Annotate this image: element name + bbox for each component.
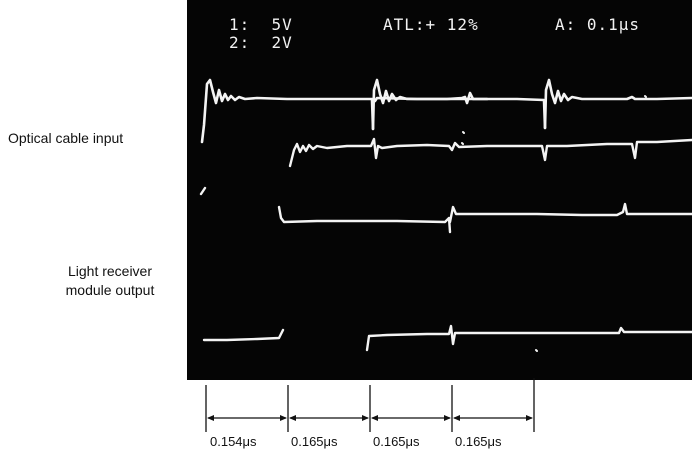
- trigger-level-readout: ATL:+ 12%: [383, 15, 479, 34]
- optical-trace-1-pulse-3: [543, 78, 692, 130]
- arrowhead: [207, 415, 214, 421]
- light-receiver-label-line1: Light receiver: [67, 263, 153, 279]
- optical-cable-input-label: Optical cable input: [8, 130, 124, 146]
- waveform-traces: [199, 78, 692, 352]
- arrowhead: [444, 415, 451, 421]
- timebase-readout: A: 0.1μs: [555, 15, 641, 34]
- receiver-trace-1: [199, 186, 692, 234]
- oscilloscope-screen: 1: 5V 2: 2V ATL:+ 12% A: 0.1μs: [187, 0, 692, 380]
- trace-dot: [461, 95, 647, 352]
- arrowhead: [526, 415, 533, 421]
- channel-1-scale: 1: 5V: [229, 15, 293, 34]
- interval-label-4: 0.165μs: [455, 434, 502, 449]
- interval-label-1: 0.154μs: [210, 434, 257, 449]
- arrowhead: [362, 415, 369, 421]
- light-receiver-output-label: Light receiver module output: [30, 262, 190, 300]
- interval-label-2: 0.165μs: [291, 434, 338, 449]
- light-receiver-label-line2: module output: [65, 282, 155, 298]
- arrowhead: [371, 415, 378, 421]
- arrowhead: [289, 415, 296, 421]
- channel-2-scale: 2: 2V: [229, 33, 293, 52]
- arrowhead: [453, 415, 460, 421]
- optical-trace-2: [288, 137, 692, 168]
- interval-label-3: 0.165μs: [373, 434, 420, 449]
- receiver-trace-2: [202, 324, 692, 352]
- arrowhead: [280, 415, 287, 421]
